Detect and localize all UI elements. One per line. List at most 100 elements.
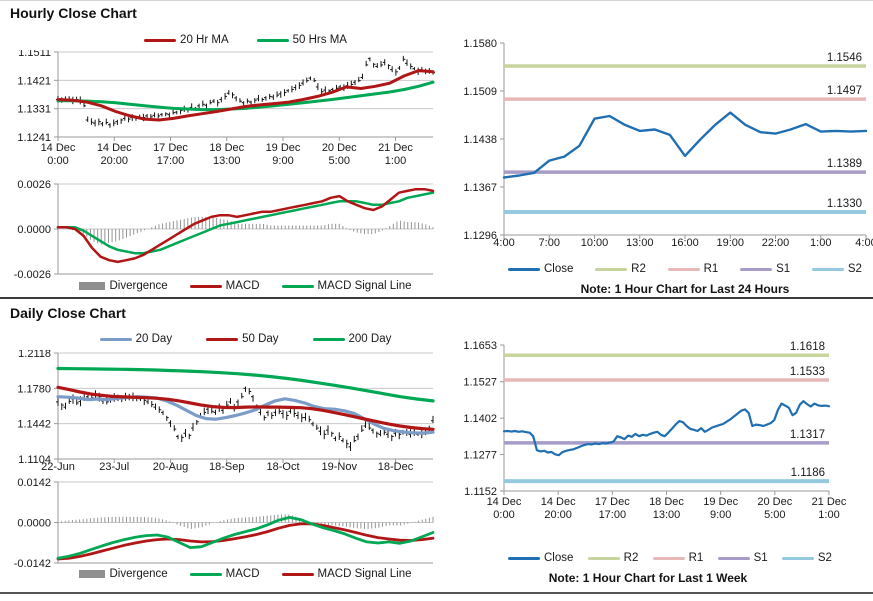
svg-text:1.1317: 1.1317 bbox=[790, 429, 825, 441]
svg-text:21 Dec: 21 Dec bbox=[378, 142, 413, 154]
daily-ma-legend: 20 Day 50 Day 200 Day bbox=[58, 333, 433, 345]
mid-divider bbox=[0, 297, 873, 299]
svg-text:20-Aug: 20-Aug bbox=[153, 461, 188, 473]
legend-item-s1: S1 bbox=[740, 263, 790, 275]
svg-text:20:00: 20:00 bbox=[100, 155, 128, 167]
legend-label: 50 Day bbox=[242, 333, 279, 345]
svg-text:0.0142: 0.0142 bbox=[17, 478, 51, 489]
hourly-macd-legend: Divergence MACD MACD Signal Line bbox=[58, 280, 433, 292]
svg-text:1:00: 1:00 bbox=[385, 155, 406, 167]
svg-text:1.1527: 1.1527 bbox=[463, 377, 497, 389]
svg-text:1.1152: 1.1152 bbox=[464, 486, 497, 498]
svg-text:18 Dec: 18 Dec bbox=[649, 496, 684, 508]
svg-text:9:00: 9:00 bbox=[272, 155, 293, 167]
hourly-macd-chart: 0.0026 0.0000 -0.0026 bbox=[14, 180, 435, 280]
svg-text:0.0000: 0.0000 bbox=[17, 518, 51, 530]
line-swatch bbox=[189, 284, 222, 288]
svg-text:18-Oct: 18-Oct bbox=[266, 461, 299, 473]
svg-text:1.1618: 1.1618 bbox=[790, 341, 825, 353]
svg-text:4:00: 4:00 bbox=[855, 237, 873, 249]
legend-label: 20 Hr MA bbox=[180, 34, 229, 46]
legend-item-r2: R2 bbox=[587, 552, 638, 564]
legend-label: S2 bbox=[817, 552, 832, 564]
legend-label: 20 Day bbox=[135, 333, 173, 345]
legend-label: 50 Hrs MA bbox=[292, 34, 347, 46]
line-swatch bbox=[508, 556, 540, 560]
line-swatch bbox=[189, 572, 222, 576]
svg-text:1.1509: 1.1509 bbox=[463, 86, 497, 98]
svg-text:5:00: 5:00 bbox=[329, 155, 350, 167]
svg-text:18-Dec: 18-Dec bbox=[378, 461, 414, 473]
legend-label: Close bbox=[544, 552, 574, 564]
legend-item-r1: R1 bbox=[667, 263, 719, 275]
svg-text:18-Sep: 18-Sep bbox=[209, 461, 244, 473]
svg-text:7:00: 7:00 bbox=[539, 237, 560, 249]
legend-item-50-hrs-ma: 50 Hrs MA bbox=[256, 34, 347, 46]
weekly-note: Note: 1 Hour Chart for Last 1 Week bbox=[548, 571, 748, 585]
svg-text:19 Dec: 19 Dec bbox=[266, 142, 301, 154]
legend-label: Close bbox=[544, 263, 574, 275]
svg-text:1.1421: 1.1421 bbox=[17, 75, 51, 87]
svg-text:1.1402: 1.1402 bbox=[463, 413, 497, 425]
svg-text:1.1497: 1.1497 bbox=[827, 85, 862, 97]
hourly-sr-legend: Close R2 R1 S1 S2 bbox=[500, 263, 870, 275]
daily-macd-legend: Divergence MACD MACD Signal Line bbox=[58, 568, 433, 580]
legend-label: S1 bbox=[753, 552, 768, 564]
svg-text:1.1580: 1.1580 bbox=[463, 38, 497, 50]
legend-label: R1 bbox=[703, 263, 719, 275]
legend-label: R1 bbox=[688, 552, 704, 564]
legend-item-20-hr-ma: 20 Hr MA bbox=[144, 34, 229, 46]
legend-item-close: Close bbox=[508, 263, 573, 275]
legend-label: S2 bbox=[847, 263, 862, 275]
line-swatch bbox=[99, 337, 132, 341]
legend-item-macd: MACD bbox=[189, 280, 260, 292]
line-swatch bbox=[652, 556, 685, 560]
svg-text:1.1546: 1.1546 bbox=[827, 52, 862, 64]
hourly-section-title: Hourly Close Chart bbox=[10, 5, 137, 21]
legend-item-divergence: Divergence bbox=[79, 568, 168, 580]
svg-text:1.1186: 1.1186 bbox=[791, 467, 825, 479]
legend-item-200-day: 200 Day bbox=[312, 333, 391, 345]
legend-item-macd-signal-line: MACD Signal Line bbox=[281, 568, 412, 580]
svg-text:1.1511: 1.1511 bbox=[18, 50, 51, 59]
legend-item-r2: R2 bbox=[595, 263, 646, 275]
svg-text:16:00: 16:00 bbox=[671, 237, 699, 249]
svg-text:17 Dec: 17 Dec bbox=[153, 142, 188, 154]
svg-text:20:00: 20:00 bbox=[544, 509, 572, 521]
legend-label: S1 bbox=[776, 263, 791, 275]
legend-item-50-day: 50 Day bbox=[206, 333, 279, 345]
svg-text:14 Dec: 14 Dec bbox=[487, 496, 522, 508]
svg-text:1.1296: 1.1296 bbox=[463, 230, 497, 242]
svg-text:1.1277: 1.1277 bbox=[463, 450, 497, 462]
svg-text:-0.0026: -0.0026 bbox=[14, 269, 51, 280]
line-swatch bbox=[144, 38, 177, 42]
daily-section-title: Daily Close Chart bbox=[10, 305, 126, 321]
svg-text:1.2118: 1.2118 bbox=[18, 350, 51, 360]
legend-item-macd: MACD bbox=[189, 568, 260, 580]
svg-text:1.1241: 1.1241 bbox=[17, 132, 51, 144]
legend-label: MACD Signal Line bbox=[317, 280, 412, 292]
svg-text:20 Dec: 20 Dec bbox=[322, 142, 357, 154]
svg-text:22-Jun: 22-Jun bbox=[41, 461, 75, 473]
svg-text:1.1438: 1.1438 bbox=[463, 134, 497, 146]
svg-text:17:00: 17:00 bbox=[157, 155, 185, 167]
hourly-ma-legend: 20 Hr MA 50 Hrs MA bbox=[58, 34, 433, 46]
svg-text:10:00: 10:00 bbox=[581, 237, 609, 249]
svg-text:20 Dec: 20 Dec bbox=[757, 496, 792, 508]
svg-text:1.1653: 1.1653 bbox=[463, 340, 497, 352]
svg-text:22:00: 22:00 bbox=[762, 237, 790, 249]
line-swatch bbox=[667, 267, 700, 271]
line-swatch bbox=[281, 572, 314, 576]
line-swatch bbox=[740, 267, 773, 271]
line-swatch bbox=[256, 38, 289, 42]
legend-item-s2: S2 bbox=[811, 263, 862, 275]
line-swatch bbox=[206, 337, 239, 341]
legend-item-close: Close bbox=[508, 552, 573, 564]
svg-text:1.1367: 1.1367 bbox=[463, 182, 497, 194]
svg-text:0.0000: 0.0000 bbox=[17, 224, 51, 236]
line-swatch bbox=[312, 337, 345, 341]
legend-item-divergence: Divergence bbox=[79, 280, 168, 292]
line-swatch bbox=[281, 284, 314, 288]
